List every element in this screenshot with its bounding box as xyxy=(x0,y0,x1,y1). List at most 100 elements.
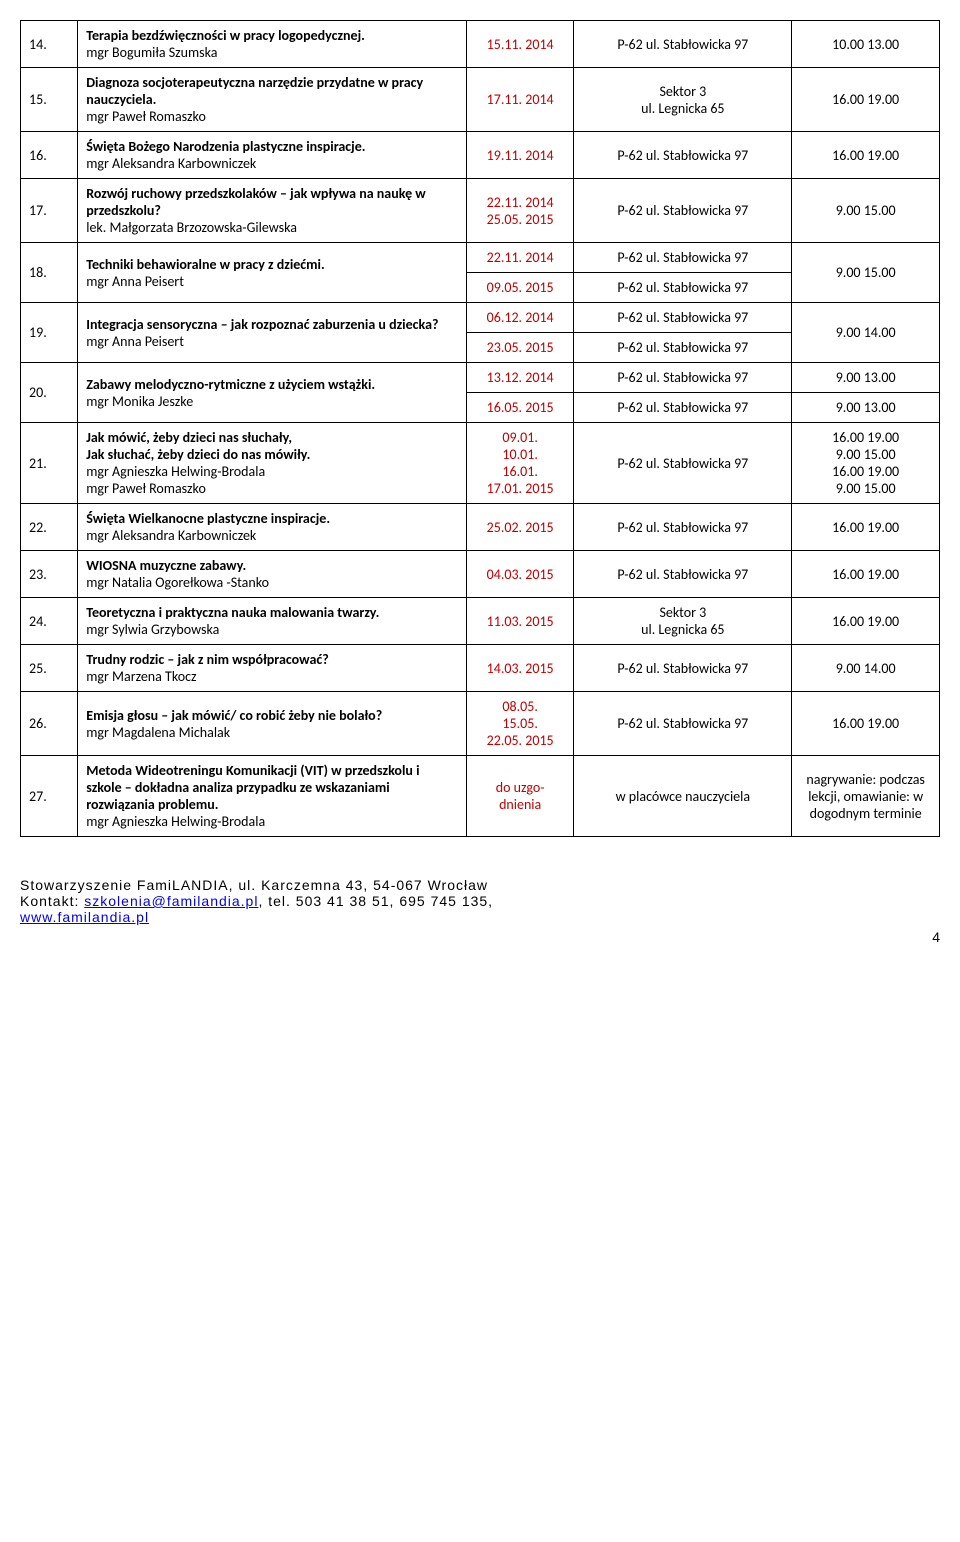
table-row: 19.Integracja sensoryczna – jak rozpozna… xyxy=(21,303,940,333)
page-number: 4 xyxy=(20,929,940,945)
document-page: 14.Terapia bezdźwięczności w pracy logop… xyxy=(20,20,940,945)
row-number: 19. xyxy=(21,303,78,363)
row-time: 16.00 19.00 xyxy=(792,551,940,598)
row-date: 06.12. 2014 xyxy=(466,303,573,333)
row-date: 09.01.10.01.16.01.17.01. 2015 xyxy=(466,423,573,504)
row-date: 13.12. 2014 xyxy=(466,363,573,393)
row-location: P-62 ul. Stabłowicka 97 xyxy=(574,21,792,68)
row-date: 25.02. 2015 xyxy=(466,504,573,551)
table-row: 20.Zabawy melodyczno-rytmiczne z użyciem… xyxy=(21,363,940,393)
footer-contact-suffix: , tel. 503 41 38 51, 695 745 135, xyxy=(258,893,493,909)
row-time: 16.00 19.00 xyxy=(792,692,940,756)
row-location: Sektor 3ul. Legnicka 65 xyxy=(574,68,792,132)
row-title: Teoretyczna i praktyczna nauka malowania… xyxy=(78,598,467,645)
row-date: 11.03. 2015 xyxy=(466,598,573,645)
row-number: 21. xyxy=(21,423,78,504)
row-time: 9.00 15.00 xyxy=(792,179,940,243)
row-title: Trudny rodzic – jak z nim współpracować?… xyxy=(78,645,467,692)
row-time: 9.00 13.00 xyxy=(792,363,940,393)
row-location: P-62 ul. Stabłowicka 97 xyxy=(574,273,792,303)
row-location: w placówce nauczyciela xyxy=(574,756,792,837)
footer-website-link[interactable]: www.familandia.pl xyxy=(20,909,149,925)
row-date: 22.11. 2014 xyxy=(466,243,573,273)
row-date: 04.03. 2015 xyxy=(466,551,573,598)
table-row: 16.Święta Bożego Narodzenia plastyczne i… xyxy=(21,132,940,179)
row-location: P-62 ul. Stabłowicka 97 xyxy=(574,132,792,179)
row-time: 16.00 19.00 xyxy=(792,504,940,551)
row-title: Integracja sensoryczna – jak rozpoznać z… xyxy=(78,303,467,363)
row-time: nagrywanie: podczas lekcji, omawianie: w… xyxy=(792,756,940,837)
row-location: Sektor 3ul. Legnicka 65 xyxy=(574,598,792,645)
row-time: 16.00 19.00 xyxy=(792,68,940,132)
table-row: 23.WIOSNA muzyczne zabawy.mgr Natalia Og… xyxy=(21,551,940,598)
table-row: 15.Diagnoza socjoterapeutyczna narzędzie… xyxy=(21,68,940,132)
table-row: 26.Emisja głosu – jak mówić/ co robić że… xyxy=(21,692,940,756)
row-date: do uzgo-dnienia xyxy=(466,756,573,837)
footer: Stowarzyszenie FamiLANDIA, ul. Karczemna… xyxy=(20,877,940,925)
row-date: 22.11. 201425.05. 2015 xyxy=(466,179,573,243)
row-time: 9.00 14.00 xyxy=(792,645,940,692)
table-row: 22.Święta Wielkanocne plastyczne inspira… xyxy=(21,504,940,551)
row-title: Techniki behawioralne w pracy z dziećmi.… xyxy=(78,243,467,303)
row-number: 22. xyxy=(21,504,78,551)
row-time: 10.00 13.00 xyxy=(792,21,940,68)
table-row: 14.Terapia bezdźwięczności w pracy logop… xyxy=(21,21,940,68)
row-title: WIOSNA muzyczne zabawy.mgr Natalia Ogore… xyxy=(78,551,467,598)
row-number: 26. xyxy=(21,692,78,756)
row-date: 16.05. 2015 xyxy=(466,393,573,423)
row-location: P-62 ul. Stabłowicka 97 xyxy=(574,645,792,692)
row-number: 27. xyxy=(21,756,78,837)
row-number: 24. xyxy=(21,598,78,645)
table-row: 24.Teoretyczna i praktyczna nauka malowa… xyxy=(21,598,940,645)
row-time: 9.00 15.00 xyxy=(792,243,940,303)
row-number: 23. xyxy=(21,551,78,598)
row-time: 16.00 19.00 xyxy=(792,132,940,179)
table-row: 27.Metoda Wideotreningu Komunikacji (VIT… xyxy=(21,756,940,837)
row-date: 14.03. 2015 xyxy=(466,645,573,692)
row-number: 18. xyxy=(21,243,78,303)
row-number: 20. xyxy=(21,363,78,423)
row-number: 16. xyxy=(21,132,78,179)
row-date: 17.11. 2014 xyxy=(466,68,573,132)
row-location: P-62 ul. Stabłowicka 97 xyxy=(574,333,792,363)
row-date: 08.05.15.05.22.05. 2015 xyxy=(466,692,573,756)
table-row: 21.Jak mówić, żeby dzieci nas słuchały,J… xyxy=(21,423,940,504)
row-location: P-62 ul. Stabłowicka 97 xyxy=(574,179,792,243)
row-number: 25. xyxy=(21,645,78,692)
footer-line-1: Stowarzyszenie FamiLANDIA, ul. Karczemna… xyxy=(20,877,940,893)
row-time: 9.00 13.00 xyxy=(792,393,940,423)
row-location: P-62 ul. Stabłowicka 97 xyxy=(574,363,792,393)
row-date: 23.05. 2015 xyxy=(466,333,573,363)
row-location: P-62 ul. Stabłowicka 97 xyxy=(574,393,792,423)
table-row: 17.Rozwój ruchowy przedszkolaków – jak w… xyxy=(21,179,940,243)
row-location: P-62 ul. Stabłowicka 97 xyxy=(574,303,792,333)
row-title: Jak mówić, żeby dzieci nas słuchały,Jak … xyxy=(78,423,467,504)
row-location: P-62 ul. Stabłowicka 97 xyxy=(574,504,792,551)
schedule-table: 14.Terapia bezdźwięczności w pracy logop… xyxy=(20,20,940,837)
row-time: 16.00 19.00 xyxy=(792,598,940,645)
row-title: Święta Bożego Narodzenia plastyczne insp… xyxy=(78,132,467,179)
row-date: 19.11. 2014 xyxy=(466,132,573,179)
row-time: 9.00 14.00 xyxy=(792,303,940,363)
row-number: 14. xyxy=(21,21,78,68)
row-location: P-62 ul. Stabłowicka 97 xyxy=(574,551,792,598)
table-row: 25.Trudny rodzic – jak z nim współpracow… xyxy=(21,645,940,692)
row-date: 09.05. 2015 xyxy=(466,273,573,303)
footer-contact-prefix: Kontakt: xyxy=(20,893,84,909)
row-number: 17. xyxy=(21,179,78,243)
row-location: P-62 ul. Stabłowicka 97 xyxy=(574,243,792,273)
footer-email-link[interactable]: szkolenia@familandia.pl xyxy=(84,893,258,909)
row-title: Terapia bezdźwięczności w pracy logopedy… xyxy=(78,21,467,68)
row-title: Emisja głosu – jak mówić/ co robić żeby … xyxy=(78,692,467,756)
row-location: P-62 ul. Stabłowicka 97 xyxy=(574,423,792,504)
row-title: Święta Wielkanocne plastyczne inspiracje… xyxy=(78,504,467,551)
row-location: P-62 ul. Stabłowicka 97 xyxy=(574,692,792,756)
row-title: Metoda Wideotreningu Komunikacji (VIT) w… xyxy=(78,756,467,837)
row-number: 15. xyxy=(21,68,78,132)
row-date: 15.11. 2014 xyxy=(466,21,573,68)
row-title: Zabawy melodyczno-rytmiczne z użyciem ws… xyxy=(78,363,467,423)
table-row: 18.Techniki behawioralne w pracy z dzieć… xyxy=(21,243,940,273)
footer-line-3: www.familandia.pl xyxy=(20,909,940,925)
row-title: Diagnoza socjoterapeutyczna narzędzie pr… xyxy=(78,68,467,132)
footer-line-2: Kontakt: szkolenia@familandia.pl, tel. 5… xyxy=(20,893,940,909)
